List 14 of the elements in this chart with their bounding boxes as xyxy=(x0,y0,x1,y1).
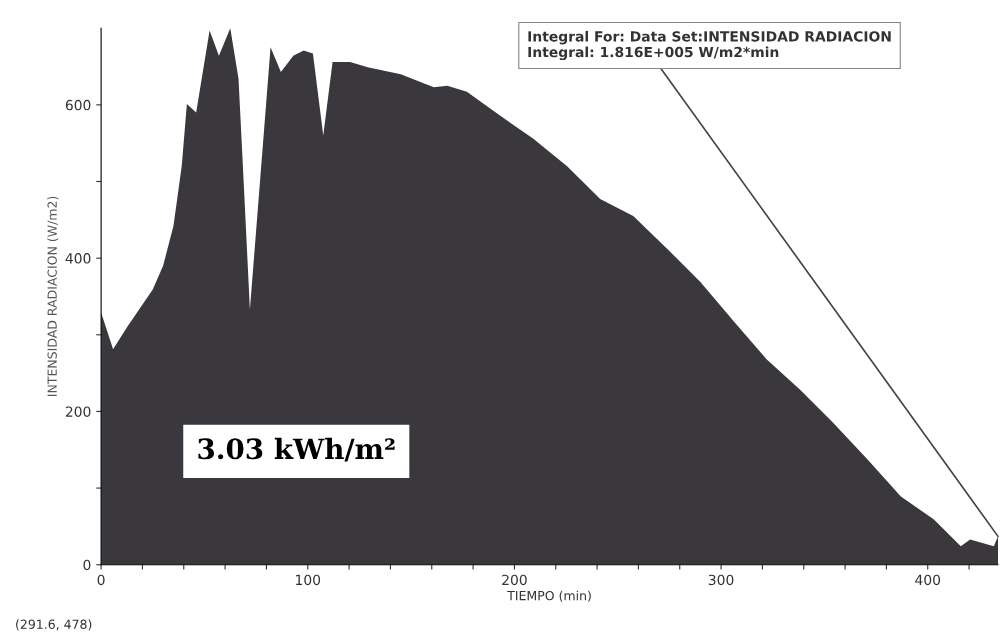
x-tick-label: 400 xyxy=(915,574,941,586)
annotation: 3.03 kWh/m² xyxy=(198,437,395,462)
x-axis-title: TIEMPO (min) xyxy=(507,590,591,602)
x-tick-label: 0 xyxy=(97,574,105,586)
y-tick-label: 200 xyxy=(65,406,91,417)
x-tick-label: 100 xyxy=(296,574,321,586)
x-tick-label: 200 xyxy=(502,574,527,586)
y-tick-label: 600 xyxy=(65,99,91,111)
y-axis-title: INTENSIDAD RADIACION (W/m2) xyxy=(47,196,59,396)
annotation: Integral For: Data Set:INTENSIDAD RADIACION Integral: 1.816E+005 W/m2*min xyxy=(528,30,891,61)
x-tick-label: 300 xyxy=(708,574,734,586)
text: (291.6, 478) xyxy=(16,619,92,631)
y-tick-label: 400 xyxy=(65,253,91,264)
y-tick-label: 0 xyxy=(83,559,91,571)
